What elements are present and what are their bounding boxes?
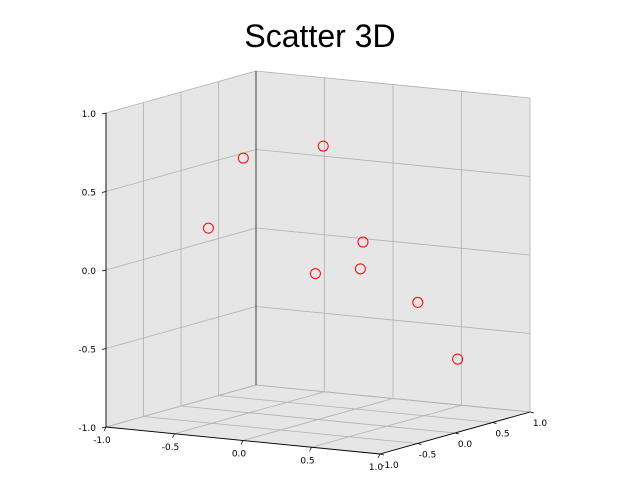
y-tick-label: 1.0 bbox=[533, 419, 548, 429]
x-tick-label: -0.5 bbox=[162, 443, 180, 453]
x-tick-mark bbox=[240, 440, 244, 445]
data-points bbox=[202, 140, 464, 365]
grid-lines bbox=[105, 70, 531, 455]
scatter-point bbox=[412, 296, 424, 308]
z-tick-label: 0.0 bbox=[82, 267, 97, 277]
grid-line-z-back bbox=[255, 306, 531, 334]
y-tick-label: 0.5 bbox=[495, 430, 509, 440]
grid-line-y-floor bbox=[218, 395, 493, 423]
scatter-point bbox=[317, 140, 329, 152]
y-tick-mark bbox=[417, 443, 422, 445]
y-tick-mark bbox=[492, 422, 497, 424]
scatter-point bbox=[357, 236, 369, 248]
grid-line-z-side bbox=[105, 227, 257, 271]
y-tick-label: -1.0 bbox=[381, 461, 399, 471]
grid-line-z-side bbox=[105, 149, 257, 192]
scatter-point bbox=[452, 353, 464, 365]
z-tick-label: 1.0 bbox=[82, 110, 97, 120]
x-tick-label: 0.5 bbox=[300, 456, 314, 466]
grid-line-z-back bbox=[255, 70, 531, 99]
scatter-point bbox=[202, 222, 214, 234]
y-tick-label: 0.0 bbox=[458, 440, 473, 450]
z-tick-mark bbox=[101, 348, 107, 350]
scatter-point bbox=[237, 152, 249, 164]
scatter-point bbox=[354, 263, 366, 275]
y-tick-mark bbox=[379, 453, 385, 456]
scatter-point bbox=[309, 268, 321, 280]
x-tick-label: 0.0 bbox=[232, 450, 247, 460]
z-tick-mark bbox=[101, 112, 107, 115]
chart-title: Scatter 3D bbox=[244, 18, 396, 54]
tick-labels: -1.0-0.50.00.51.0-1.0-0.50.00.51.0-1.0-0… bbox=[78, 110, 547, 473]
x-tick-label: -1.0 bbox=[93, 436, 111, 446]
grid-line-y-floor bbox=[180, 405, 456, 434]
z-tick-label: -1.0 bbox=[78, 424, 96, 434]
x-tick-mark bbox=[377, 453, 381, 459]
z-tick-mark bbox=[101, 269, 107, 272]
x-tick-mark bbox=[103, 426, 107, 432]
x-tick-mark bbox=[172, 433, 175, 438]
z-tick-label: 0.5 bbox=[82, 189, 96, 199]
grid-line-z-back bbox=[255, 227, 531, 256]
y-tick-label: -0.5 bbox=[419, 451, 437, 461]
grid-line-y-floor bbox=[143, 416, 418, 444]
y-tick-mark bbox=[454, 432, 460, 435]
grid-line-z-side bbox=[105, 70, 257, 114]
grid-line-z-side bbox=[105, 384, 257, 428]
grid-line-z-side bbox=[105, 306, 257, 349]
z-tick-mark bbox=[101, 191, 107, 193]
z-tick-mark bbox=[101, 426, 107, 429]
z-tick-label: -0.5 bbox=[78, 346, 96, 356]
grid-line-z-back bbox=[255, 384, 531, 413]
x-tick-label: 1.0 bbox=[369, 463, 384, 473]
grid-line-z-back bbox=[255, 149, 531, 177]
x-tick-mark bbox=[309, 447, 312, 452]
y-tick-mark bbox=[529, 411, 535, 414]
